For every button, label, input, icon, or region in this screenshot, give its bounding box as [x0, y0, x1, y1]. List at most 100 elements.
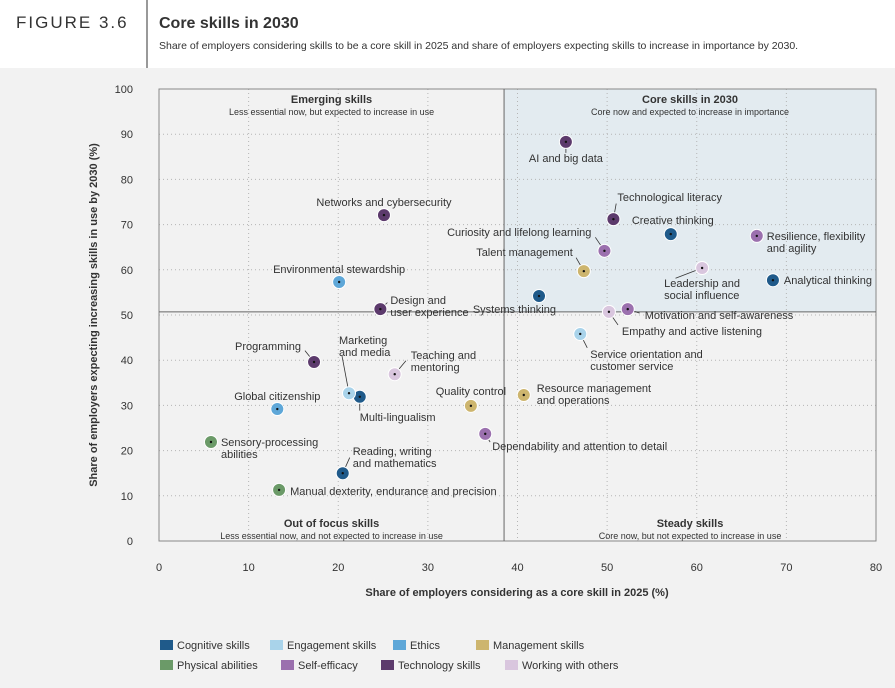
- y-tick-label: 20: [121, 446, 133, 458]
- legend-swatch: [505, 660, 518, 670]
- point-label: Talent management: [476, 247, 573, 259]
- point-label: and mathematics: [353, 458, 437, 470]
- point-label: Programming: [235, 341, 301, 353]
- point-label: social influence: [664, 290, 739, 302]
- point-center: [564, 140, 568, 144]
- legend-label: Engagement skills: [287, 640, 377, 652]
- point-center: [771, 278, 775, 282]
- quadrant-title: Emerging skills: [291, 94, 372, 106]
- x-tick-label: 60: [691, 562, 703, 574]
- legend-label: Self-efficacy: [298, 660, 358, 672]
- point-label: Dependability and attention to detail: [492, 441, 667, 453]
- point-center: [582, 269, 586, 273]
- x-tick-label: 50: [601, 562, 613, 574]
- y-tick-label: 60: [121, 265, 133, 277]
- quadrant-subtitle: Core now and expected to increase in imp…: [591, 107, 789, 117]
- legend-swatch: [160, 640, 173, 650]
- point-label: abilities: [221, 449, 258, 461]
- point-center: [337, 280, 341, 284]
- point-label: Global citizenship: [234, 391, 320, 403]
- point-label: customer service: [590, 361, 673, 373]
- point-center: [382, 213, 386, 217]
- core-quadrant-shade: [504, 89, 876, 312]
- x-tick-label: 0: [156, 562, 162, 574]
- point-center: [579, 332, 582, 336]
- point-label: Design and: [390, 295, 446, 307]
- legend-swatch: [160, 660, 173, 670]
- legend-label: Working with others: [522, 660, 619, 672]
- point-center: [537, 294, 541, 298]
- point-label: and media: [339, 347, 391, 359]
- quadrant-subtitle: Less essential now, and not expected to …: [220, 531, 443, 541]
- point-center: [312, 360, 316, 364]
- point-center: [700, 266, 704, 270]
- point-label: Networks and cybersecurity: [316, 197, 452, 209]
- chart-subtitle: Share of employers considering skills to…: [159, 40, 798, 52]
- legend-label: Ethics: [410, 640, 440, 652]
- header-background: [0, 0, 895, 68]
- x-tick-label: 20: [332, 562, 344, 574]
- point-center: [209, 440, 213, 444]
- legend-label: Physical abilities: [177, 660, 258, 672]
- point-center: [603, 249, 606, 253]
- point-label: Multi-lingualism: [360, 412, 436, 424]
- quadrant-subtitle: Core now, but not expected to increase i…: [599, 531, 782, 541]
- y-tick-label: 100: [115, 84, 133, 96]
- figure-label: FIGURE 3.6: [16, 13, 129, 32]
- legend-label: Cognitive skills: [177, 640, 250, 652]
- x-tick-label: 80: [870, 562, 882, 574]
- point-label: Systems thinking: [473, 304, 556, 316]
- point-label: Service orientation and: [590, 349, 703, 361]
- x-tick-label: 30: [422, 562, 434, 574]
- point-center: [379, 307, 382, 311]
- point-label: and operations: [537, 395, 610, 407]
- point-label: Reading, writing: [353, 446, 432, 458]
- x-tick-label: 70: [780, 562, 792, 574]
- point-label: Curiosity and lifelong learning: [447, 227, 591, 239]
- point-center: [341, 472, 344, 475]
- x-tick-label: 10: [243, 562, 255, 574]
- legend-label: Technology skills: [398, 660, 481, 672]
- legend-swatch: [381, 660, 394, 670]
- x-axis-label: Share of employers considering as a core…: [365, 587, 669, 599]
- quadrant-title: Steady skills: [657, 518, 724, 530]
- point-center: [484, 432, 487, 436]
- legend-label: Management skills: [493, 640, 585, 652]
- point-label: Leadership and: [664, 278, 740, 290]
- point-label: Teaching and: [411, 350, 476, 362]
- y-axis-label: Share of employers expecting increasing …: [88, 143, 100, 487]
- point-label: and agility: [767, 243, 817, 255]
- chart-title: Core skills in 2030: [159, 15, 299, 32]
- point-center: [522, 393, 525, 397]
- point-label: Motivation and self-awareness: [645, 310, 794, 322]
- y-tick-label: 0: [127, 536, 133, 548]
- point-center: [358, 395, 361, 399]
- x-tick-label: 40: [511, 562, 523, 574]
- point-label: AI and big data: [529, 153, 604, 165]
- point-center: [626, 307, 629, 311]
- point-center: [469, 404, 473, 408]
- point-center: [669, 232, 672, 236]
- quadrant-title: Core skills in 2030: [642, 94, 738, 106]
- quadrant-title: Out of focus skills: [284, 518, 379, 530]
- point-label: Analytical thinking: [784, 275, 872, 287]
- y-tick-label: 30: [121, 400, 133, 412]
- point-label: Environmental stewardship: [273, 264, 405, 276]
- point-label: Resource management: [537, 383, 651, 395]
- point-label: Technological literacy: [617, 192, 722, 204]
- point-label: Creative thinking: [632, 215, 714, 227]
- point-label: Marketing: [339, 335, 387, 347]
- y-tick-label: 10: [121, 491, 133, 503]
- point-center: [393, 373, 396, 376]
- legend-swatch: [270, 640, 283, 650]
- point-center: [276, 407, 279, 411]
- point-center: [277, 488, 281, 492]
- point-label: Manual dexterity, endurance and precisio…: [290, 486, 496, 498]
- plot-frame: [158, 88, 877, 542]
- point-label: Resilience, flexibility: [767, 231, 866, 243]
- point-center: [612, 217, 615, 221]
- point-label: user experience: [390, 307, 468, 319]
- point-label: Empathy and active listening: [622, 326, 762, 338]
